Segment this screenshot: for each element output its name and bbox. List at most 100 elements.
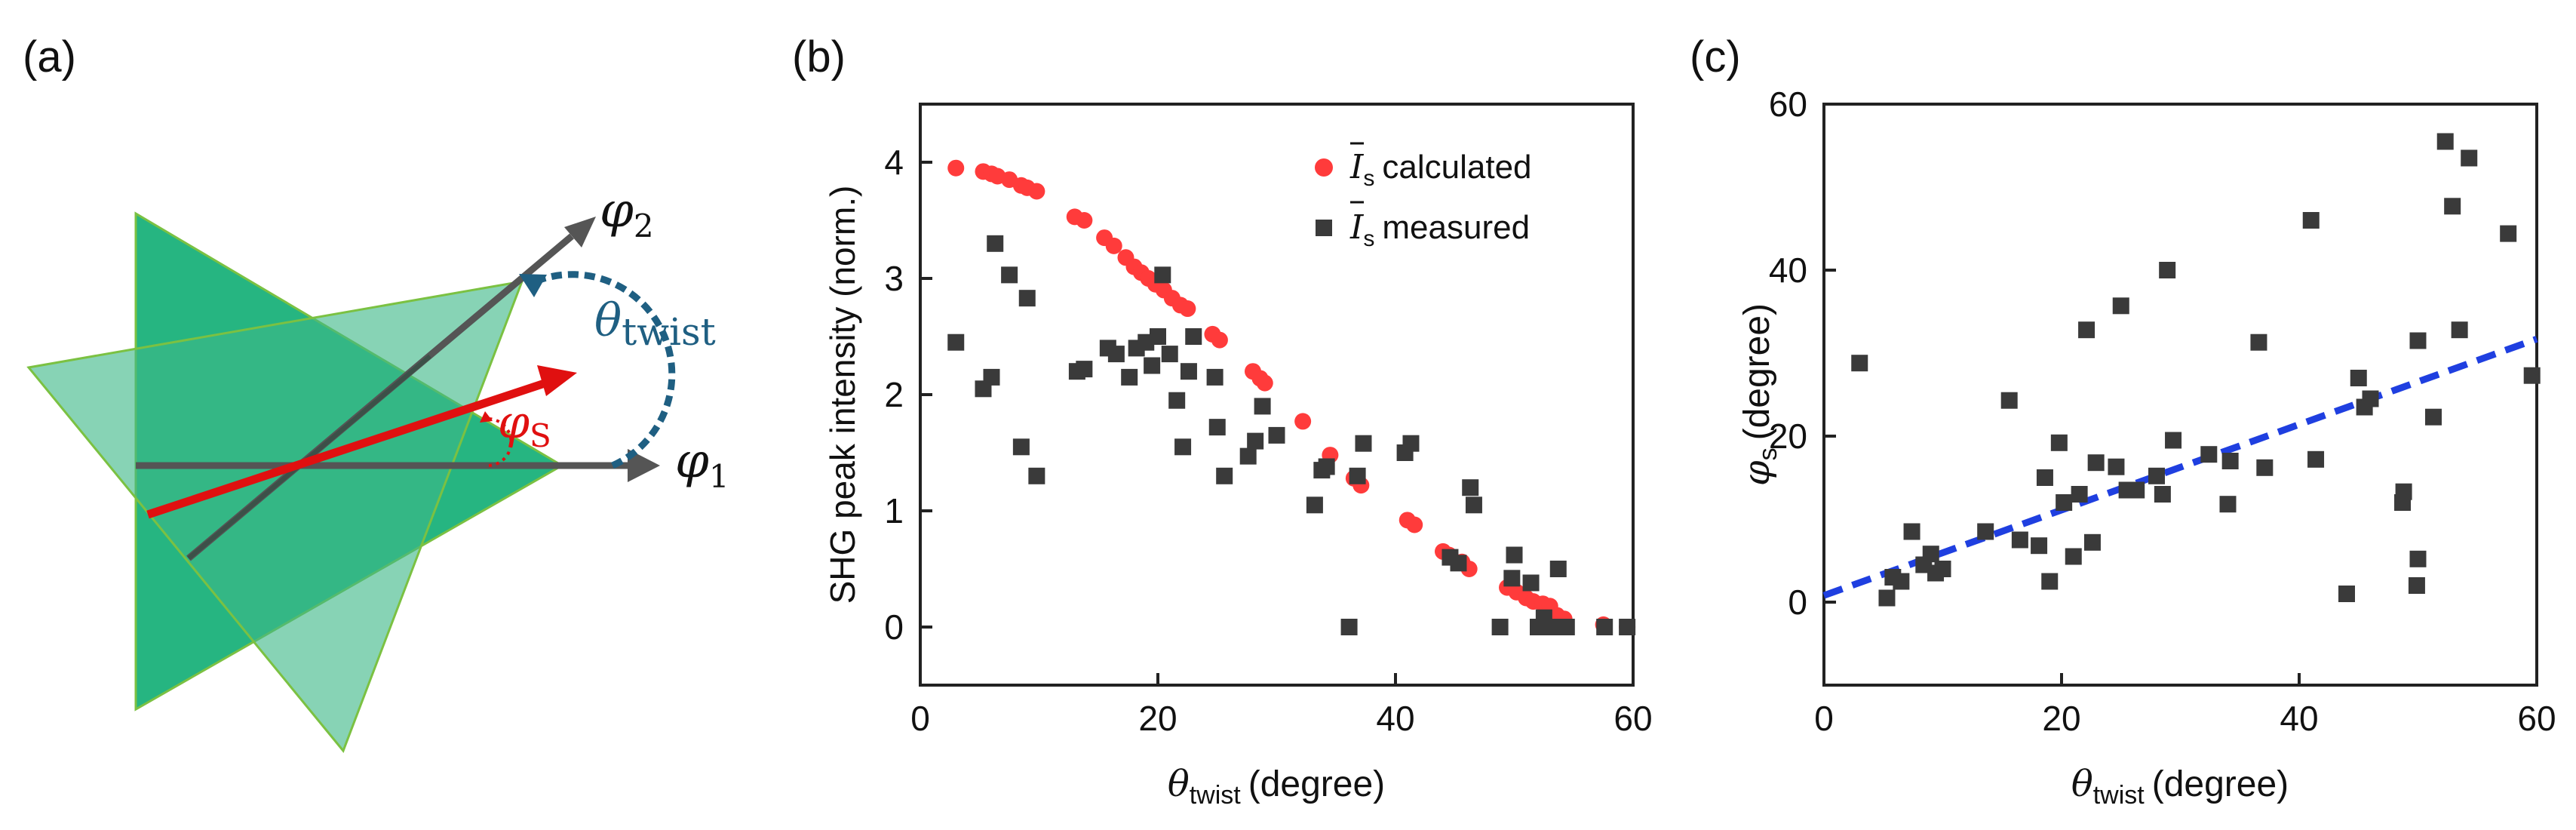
- phis-point: [2523, 367, 2541, 384]
- panel-c-ticks: 0 20 40 60 0 20 40 60: [1769, 85, 2556, 738]
- panel-c: (c) 0 20 40 60 0 20 40 60 φs(degree) θtwist (deg…: [1690, 32, 2556, 810]
- measured-point: [1254, 398, 1271, 415]
- panel-a: (a) φ2 φ1 θtwist φS: [23, 32, 729, 753]
- phi1-arrowhead: [628, 449, 660, 482]
- measured-point: [1012, 438, 1030, 456]
- measured-point: [1161, 346, 1178, 363]
- calculated-point: [1105, 237, 1122, 254]
- panel-b-points: [947, 159, 1636, 635]
- phis-point: [2395, 483, 2412, 500]
- phis-point: [2500, 225, 2517, 242]
- phis-point: [2083, 533, 2101, 551]
- measured-point: [1543, 619, 1560, 635]
- measured-point: [1150, 328, 1166, 345]
- x-tick-label: 60: [2517, 699, 2556, 738]
- x-tick-label: 0: [910, 699, 930, 738]
- measured-point: [983, 368, 1000, 386]
- x-tick-label: 0: [1814, 699, 1834, 738]
- phis-point: [1934, 561, 1951, 577]
- measured-point: [1522, 574, 1540, 592]
- measured-point: [1596, 619, 1613, 635]
- calculated-point: [1076, 212, 1093, 229]
- triangle-light: [26, 280, 524, 753]
- measured-point: [1239, 447, 1257, 465]
- panel-c-ylabel: φs(degree): [1736, 303, 1782, 486]
- phis-point: [1903, 523, 1920, 540]
- phis-point: [2302, 212, 2320, 229]
- phi1-label: φ1: [675, 433, 729, 495]
- phis-point: [2148, 467, 2165, 484]
- phis-point: [2444, 198, 2461, 215]
- x-tick-label: 20: [1138, 699, 1177, 738]
- phis-point: [2338, 586, 2355, 602]
- phis-point: [2165, 432, 2182, 449]
- theta-arc: [530, 271, 676, 469]
- measured-point: [1180, 363, 1197, 380]
- panel-c-plot-frame: [1822, 103, 2538, 687]
- y-tick-label: 40: [1769, 251, 1807, 290]
- measured-point: [947, 334, 965, 351]
- panel-a-label: (a): [23, 32, 76, 81]
- phis-point: [2409, 332, 2427, 349]
- calculated-point: [1028, 183, 1045, 200]
- measured-point: [1306, 496, 1323, 514]
- x-tick-label: 40: [2280, 699, 2318, 738]
- calculated-point: [1406, 516, 1423, 533]
- y-tick-label: 20: [1769, 417, 1807, 456]
- x-tick-label: 20: [2042, 699, 2080, 738]
- calculated-point: [1256, 374, 1273, 392]
- measured-point: [1247, 432, 1264, 450]
- y-tick-label: 4: [884, 143, 904, 182]
- phis-point: [2031, 537, 2048, 555]
- phis-point: [2409, 550, 2427, 567]
- phis-point: [2154, 486, 2171, 503]
- measured-point: [1206, 368, 1224, 386]
- phi2-axis: [186, 233, 574, 561]
- theta-arc-head: [519, 274, 547, 297]
- phis-point: [2200, 446, 2218, 463]
- phis-point: [2436, 133, 2454, 150]
- phis-point: [2159, 262, 2176, 278]
- phis-point: [2065, 548, 2082, 565]
- phis-point: [2461, 149, 2478, 167]
- phis-point: [2424, 408, 2442, 426]
- phis-point: [2221, 453, 2239, 469]
- measured-point: [987, 235, 1004, 252]
- phis-point: [2071, 486, 2088, 503]
- measured-point: [1462, 479, 1479, 496]
- phi2-arrowhead: [564, 217, 596, 247]
- measured-point: [1349, 467, 1366, 484]
- phis-point: [1922, 546, 1939, 563]
- measured-point: [1549, 561, 1567, 577]
- measured-point: [1465, 496, 1482, 514]
- panel-c-xlabel: θtwist (degree): [2071, 763, 2289, 810]
- phis-arc: [486, 417, 513, 467]
- panel-b-label: (b): [792, 32, 846, 81]
- measured-point: [1450, 555, 1467, 572]
- measured-point: [1506, 546, 1523, 564]
- measured-point: [1107, 346, 1125, 363]
- measured-point: [1355, 435, 1372, 452]
- phis-point: [2250, 334, 2267, 351]
- measured-point: [1558, 619, 1575, 635]
- phis-point: [2362, 390, 2379, 407]
- phis-point: [2000, 392, 2018, 409]
- x-tick-label: 40: [1376, 699, 1414, 738]
- measured-point: [1268, 426, 1285, 444]
- calculated-point: [1294, 413, 1312, 430]
- y-tick-label: 0: [884, 607, 904, 647]
- panel-c-fit-line: [1822, 336, 2538, 599]
- measured-point: [1154, 266, 1171, 284]
- legend-measured-label: Is measured: [1349, 208, 1530, 251]
- phis-point: [1878, 589, 1896, 607]
- phis-point: [2078, 321, 2095, 339]
- fit-line: [1822, 336, 2538, 599]
- phis-point: [2128, 481, 2145, 499]
- y-tick-label: 60: [1769, 85, 1807, 124]
- x-tick-label: 60: [1613, 699, 1652, 738]
- measured-point: [1168, 392, 1186, 409]
- panel-b-xlabel: θtwist (degree): [1168, 763, 1385, 810]
- legend-calculated-marker: [1315, 158, 1333, 177]
- phis-point: [2219, 496, 2237, 513]
